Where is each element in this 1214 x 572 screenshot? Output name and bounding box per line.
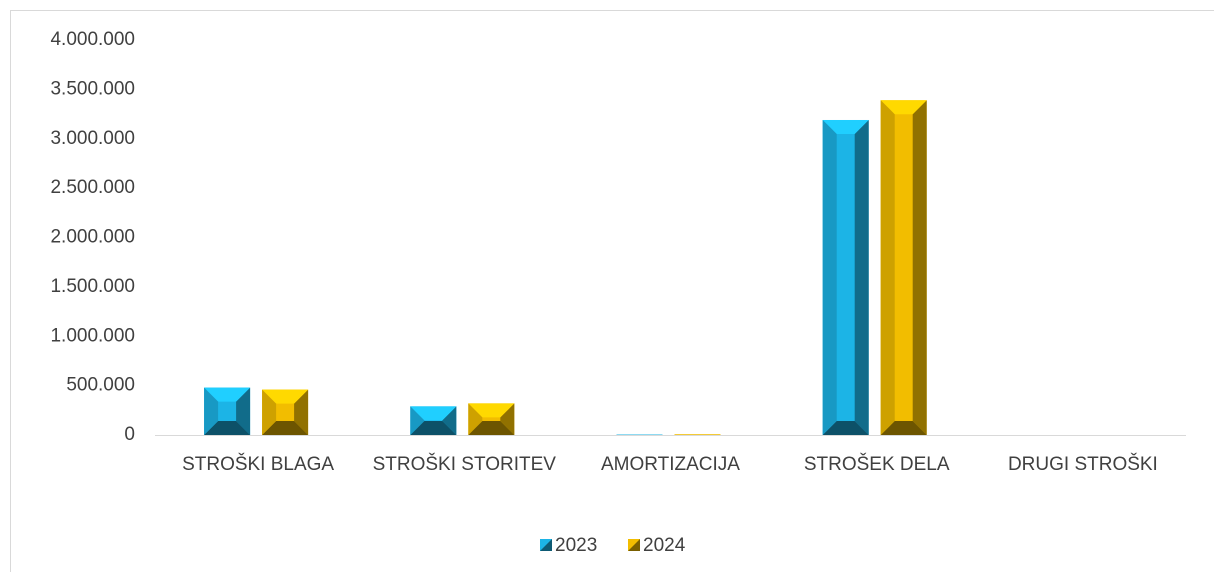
x-tick-label: STROŠKI STORITEV bbox=[372, 454, 556, 475]
y-tick-label: 3.000.000 bbox=[50, 128, 135, 149]
legend-label: 2024 bbox=[643, 535, 686, 556]
bar-bevel bbox=[204, 421, 251, 435]
bar-bevel bbox=[468, 421, 515, 435]
bar bbox=[674, 434, 721, 435]
bar-bevel bbox=[410, 406, 457, 421]
legend-swatch-bevel bbox=[540, 539, 552, 551]
bar-bevel bbox=[410, 421, 457, 435]
bar-bevel bbox=[822, 119, 837, 436]
bar-bevel bbox=[880, 100, 927, 115]
x-tick-label: STROŠKI BLAGA bbox=[182, 454, 335, 475]
bar-bevel bbox=[262, 389, 277, 435]
bar-bevel bbox=[236, 387, 251, 435]
chart-frame bbox=[10, 10, 1214, 572]
x-tick-label: DRUGI STROŠKI bbox=[1007, 454, 1158, 475]
bar-bevel bbox=[468, 403, 515, 418]
bar-bevel bbox=[880, 421, 927, 435]
bar-bevel bbox=[204, 387, 251, 402]
bar-bevel bbox=[262, 389, 309, 404]
y-tick-label: 2.000.000 bbox=[50, 227, 135, 248]
y-tick-label: 1.000.000 bbox=[50, 325, 135, 346]
y-tick-label: 1.500.000 bbox=[50, 276, 135, 297]
bar-bevel bbox=[880, 100, 895, 436]
bar-bevel bbox=[468, 403, 483, 435]
bar-bevel bbox=[410, 406, 425, 435]
bar-bevel bbox=[854, 119, 869, 436]
bar-bevel bbox=[204, 387, 219, 435]
y-tick-label: 3.500.000 bbox=[50, 78, 135, 99]
x-tick-label: AMORTIZACIJA bbox=[600, 454, 740, 475]
bar-bevel bbox=[912, 100, 927, 436]
bar-bevel bbox=[294, 389, 309, 435]
bar-bevel bbox=[500, 403, 515, 435]
y-tick-label: 4.000.000 bbox=[50, 29, 135, 50]
y-tick-label: 0 bbox=[124, 424, 135, 445]
legend-swatch-bevel bbox=[628, 539, 640, 551]
bar-bevel bbox=[442, 406, 457, 435]
legend-label: 2023 bbox=[555, 535, 597, 556]
y-tick-label: 2.500.000 bbox=[50, 177, 135, 198]
x-tick-label: STROŠEK DELA bbox=[803, 454, 950, 475]
bar-bevel bbox=[262, 421, 309, 435]
bar-bevel bbox=[822, 119, 869, 134]
y-tick-label: 500.000 bbox=[66, 375, 135, 396]
bar-bevel bbox=[822, 421, 869, 435]
